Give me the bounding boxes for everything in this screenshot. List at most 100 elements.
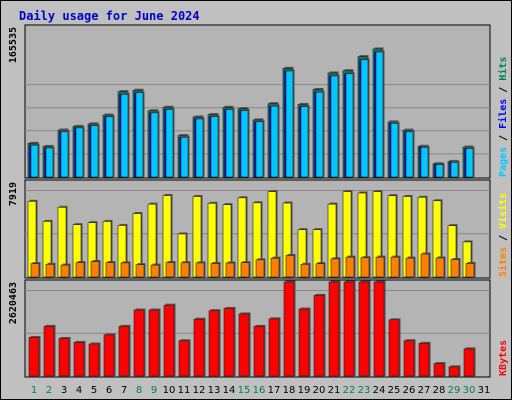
bar-sites — [300, 264, 310, 278]
series-legend-part: Hits — [497, 57, 509, 81]
bar-kbytes — [283, 281, 295, 377]
series-legend-part: Files — [497, 99, 509, 129]
bar-kbytes — [328, 281, 340, 377]
bar-sites — [30, 263, 40, 278]
bar-pages — [90, 125, 99, 178]
bar-pages — [465, 148, 474, 178]
day-label: 14 — [223, 385, 236, 396]
day-label: 22 — [343, 385, 356, 396]
day-label: 13 — [208, 385, 221, 396]
bar-kbytes — [43, 326, 55, 377]
series-legend-part: / — [498, 229, 509, 247]
bar-kbytes — [58, 338, 70, 377]
bar-sites — [375, 256, 385, 278]
bar-sites — [105, 262, 115, 278]
bar-sites — [240, 262, 250, 278]
bar-kbytes — [463, 348, 475, 377]
day-label: 24 — [373, 385, 386, 396]
bar-sites — [450, 259, 460, 278]
bar-pages — [405, 131, 414, 178]
bar-pages — [345, 73, 354, 178]
day-label: 9 — [151, 385, 157, 396]
y-max-label: 7919 — [8, 182, 19, 206]
bar-kbytes — [298, 308, 310, 377]
bar-pages — [450, 162, 459, 178]
day-label: 4 — [76, 385, 82, 396]
bar-sites — [90, 261, 100, 278]
series-legend-part: / — [498, 81, 509, 99]
bar-kbytes — [388, 319, 400, 377]
bar-sites — [60, 264, 70, 278]
bar-kbytes — [103, 334, 115, 377]
bar-sites — [465, 263, 475, 278]
bar-kbytes — [178, 340, 190, 377]
day-label: 25 — [388, 385, 401, 396]
series-legend-part: Visits — [497, 193, 509, 229]
series-legend: Pages / Files / Hits — [497, 57, 509, 177]
bar-sites — [120, 262, 130, 278]
bar-pages — [30, 144, 39, 178]
bar-pages — [285, 70, 294, 178]
bar-kbytes — [343, 281, 355, 377]
bar-pages — [75, 127, 84, 178]
series-legend: Sites / Visits — [497, 193, 509, 277]
bar-pages — [255, 121, 264, 178]
bar-sites — [75, 262, 85, 278]
bar-pages — [60, 131, 69, 178]
bar-sites — [315, 263, 325, 278]
series-legend-part: Pages — [498, 147, 509, 177]
y-max-label: 2620463 — [8, 282, 19, 324]
day-label: 8 — [136, 385, 142, 396]
day-label: 30 — [463, 385, 476, 396]
bar-pages — [165, 109, 174, 178]
bar-sites — [225, 262, 235, 278]
bar-pages — [105, 116, 114, 178]
bar-sites — [195, 262, 205, 278]
day-label: 27 — [418, 385, 431, 396]
day-label: 1 — [31, 385, 37, 396]
series-legend-part: Sites — [497, 247, 509, 277]
bar-kbytes — [448, 366, 460, 377]
bar-pages — [225, 109, 234, 178]
bar-sites — [45, 264, 55, 278]
day-label: 20 — [313, 385, 326, 396]
bar-pages — [435, 164, 444, 178]
bar-pages — [135, 92, 144, 178]
bar-sites — [135, 264, 145, 278]
day-label: 16 — [253, 385, 266, 396]
bar-kbytes — [433, 363, 445, 377]
bar-sites — [255, 259, 265, 278]
chart-panels: 165535 Pages / Files / Hits 7919 Sites / Vi… — [8, 24, 509, 378]
bar-sites — [420, 253, 430, 278]
bar-kbytes — [193, 318, 205, 377]
series-legend-part: / — [498, 129, 509, 147]
bar-kbytes — [313, 295, 325, 377]
bar-kbytes — [403, 340, 415, 377]
bar-pages — [150, 112, 159, 178]
series-legend-part: KBytes — [498, 340, 509, 376]
day-label: 15 — [238, 385, 251, 396]
day-label: 3 — [61, 385, 67, 396]
bar-sites — [330, 258, 340, 278]
bar-sites — [390, 256, 400, 278]
bar-sites — [345, 256, 355, 278]
bar-pages — [120, 94, 129, 178]
bar-pages — [300, 106, 309, 178]
bar-kbytes — [418, 343, 430, 377]
day-label: 19 — [298, 385, 311, 396]
chart-title: Daily usage for June 2024 — [19, 9, 200, 23]
bar-pages — [270, 105, 279, 178]
y-max-label: 165535 — [8, 27, 19, 63]
day-label: 7 — [121, 385, 127, 396]
day-label: 28 — [433, 385, 446, 396]
day-axis-labels: 1 2 3 4 5 6 7 8 9 10 11 12 13 14 15 16 17 18 19 20 21 22 23 24 2… — [31, 385, 491, 396]
series-legend: KBytes — [498, 340, 509, 376]
day-label: 21 — [328, 385, 341, 396]
bar-sites — [210, 263, 220, 278]
bar-kbytes — [133, 309, 145, 377]
bar-pages — [390, 123, 399, 178]
bar-sites — [285, 255, 295, 278]
bar-pages — [360, 59, 369, 178]
bar-sites — [180, 262, 190, 278]
panel-visits_sites: 7919 Sites / Visits — [8, 179, 509, 279]
